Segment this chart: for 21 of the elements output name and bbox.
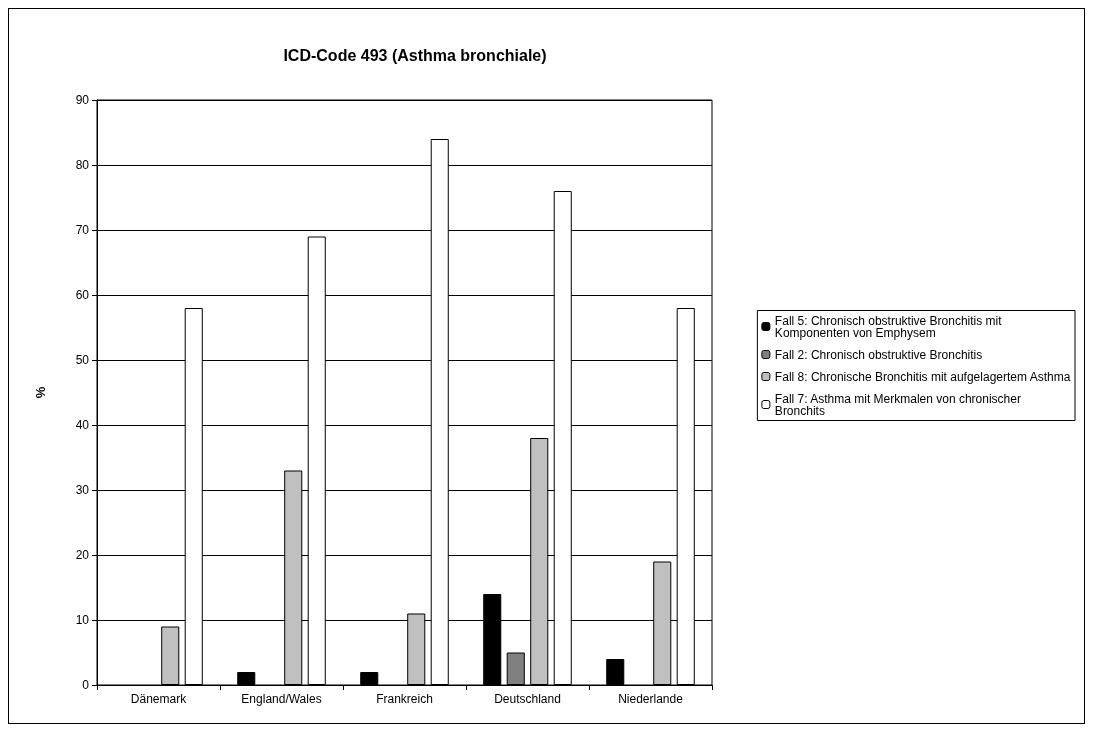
y-tick-label: 70 — [75, 223, 90, 237]
x-tick-label: England/Wales — [241, 692, 322, 706]
chart-title: ICD-Code 493 (Asthma bronchiale) — [283, 46, 547, 64]
legend-label: Fall 8: Chronische Bronchitis mit aufgelagertem Asthma — [774, 369, 1071, 384]
y-tick-label: 80 — [75, 158, 90, 172]
legend-label: Fall 7: Asthma mit Merkmalen von chronischer Bronchits — [774, 391, 1025, 418]
y-tick-label: 60 — [75, 288, 90, 302]
x-tick-label: Frankreich — [376, 692, 433, 706]
y-tick-label: 30 — [75, 483, 90, 497]
y-tick-label: 20 — [75, 548, 90, 562]
y-axis-title: % — [33, 386, 48, 399]
y-tick-label: 90 — [75, 93, 90, 107]
y-tick-label: 50 — [75, 353, 90, 367]
y-tick-label: 40 — [75, 418, 90, 432]
y-tick-label: 10 — [75, 613, 90, 627]
legend-label: Fall 2: Chronisch obstruktive Bronchitis — [774, 347, 983, 362]
y-tick-label: 0 — [82, 678, 90, 692]
x-tick-label: Deutschland — [494, 692, 561, 706]
legend-label: Fall 5: Chronisch obstruktive Bronchitis mit Komponenten von Emphysem — [774, 313, 1005, 340]
x-tick-label: Niederlande — [618, 692, 684, 706]
x-tick-label: Dänemark — [130, 692, 188, 706]
